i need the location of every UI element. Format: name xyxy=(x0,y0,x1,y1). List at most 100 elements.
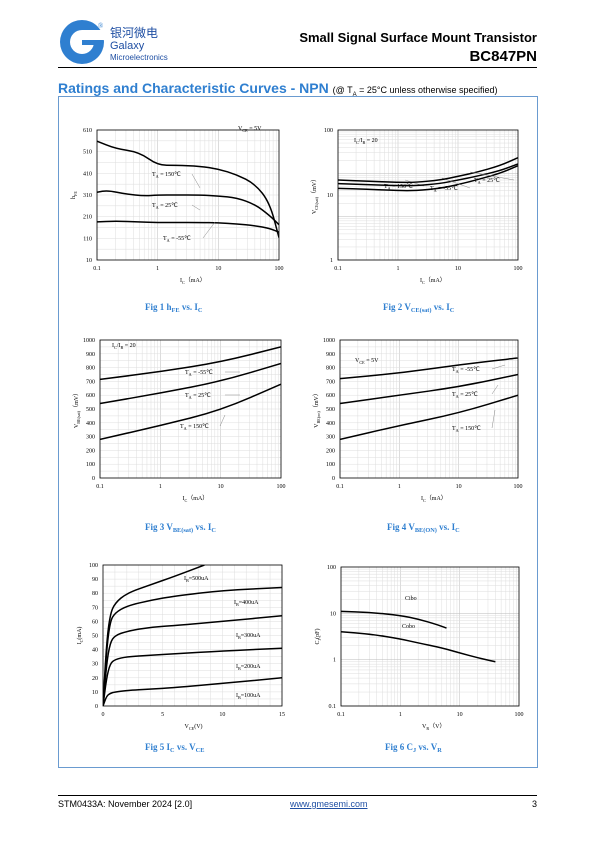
fig5-y-tick-label: 70 xyxy=(92,605,98,611)
fig4-y-axis-label: VBE(on)（mV） xyxy=(313,390,321,428)
fig2-y-tick-label: 1 xyxy=(330,258,333,264)
fig3-leader-line xyxy=(219,414,226,427)
footer-page-number: 3 xyxy=(531,799,537,809)
fig1-y-axis-label: hFE xyxy=(71,191,78,199)
fig4-leader-line xyxy=(491,364,506,370)
fig6-grid xyxy=(340,567,519,707)
fig4-series-label: TA = 150℃ xyxy=(452,426,481,433)
fig1-series-line xyxy=(97,190,279,226)
fig3-y-tick-label: 0 xyxy=(92,476,95,482)
fig4-caption: Fig 4 VBE(ON) vs. IC xyxy=(387,522,460,534)
fig1-y-tick-label: 410 xyxy=(83,171,92,177)
fig6-x-tick-label: 10 xyxy=(457,712,463,718)
fig5-x-tick-label: 15 xyxy=(279,712,285,718)
fig5-y-tick-label: 10 xyxy=(92,690,98,696)
fig2-series-line xyxy=(338,156,518,184)
fig6-y-tick-label: 100 xyxy=(327,565,336,571)
fig5-plot-border xyxy=(102,564,283,707)
fig1-plot-border xyxy=(96,129,280,261)
fig2-series-label: TA = 25℃ xyxy=(474,178,500,185)
fig6-x-tick-label: 100 xyxy=(515,712,524,718)
fig4-leader-line xyxy=(491,409,496,429)
fig6-x-tick-label: 1 xyxy=(399,712,402,718)
fig1-x-tick-label: 100 xyxy=(275,266,284,272)
fig3-series-label: TA = 150℃ xyxy=(180,424,209,431)
fig1-x-tick-label: 10 xyxy=(215,266,221,272)
fig3-y-tick-label: 700 xyxy=(86,379,95,385)
fig6-y-axis-label: CJ(pF) xyxy=(314,629,322,645)
fig5-y-tick-label: 80 xyxy=(92,591,98,597)
fig4-y-tick-label: 500 xyxy=(326,407,335,413)
fig3-series-label: TA = 25℃ xyxy=(185,393,211,400)
fig1-series-line xyxy=(97,140,279,238)
fig5-y-tick-label: 50 xyxy=(92,634,98,640)
fig5-x-tick-label: 0 xyxy=(102,712,105,718)
fig3-y-tick-label: 800 xyxy=(86,366,95,372)
fig2-grid xyxy=(337,130,518,261)
logo-company-subtitle: Microelectronics xyxy=(110,53,168,62)
fig1-y-tick-label: 110 xyxy=(83,236,92,242)
footer-doc-id: STM0433A: November 2024 [2.0] xyxy=(58,799,193,809)
fig1-y-tick-label: 510 xyxy=(83,150,92,156)
fig3-y-tick-label: 1000 xyxy=(83,338,95,344)
fig1-leader-line xyxy=(191,204,201,211)
fig4-y-tick-label: 100 xyxy=(326,462,335,468)
fig1-leader-line xyxy=(202,221,216,239)
fig4-y-tick-label: 300 xyxy=(326,435,335,441)
fig6-series-line xyxy=(341,610,447,629)
fig6-chart: 0.1 1 10 100 0.1 1 10 100 VR（V） CJ(pF) Cibo Cobo Fig… xyxy=(314,565,524,754)
charts-frame xyxy=(58,96,538,768)
fig5-y-tick-label: 30 xyxy=(92,662,98,668)
fig5-y-tick-label: 100 xyxy=(89,563,98,569)
fig4-y-tick-label: 800 xyxy=(326,366,335,372)
fig5-x-tick-label: 10 xyxy=(219,712,225,718)
fig1-series-label: TA = 150℃ xyxy=(152,172,181,179)
fig2-series-label: TA = 150℃ xyxy=(384,184,413,191)
fig2-x-axis-label: IC（mA） xyxy=(420,277,446,285)
fig3-y-tick-label: 400 xyxy=(86,421,95,427)
fig3-series-label: TA = -55℃ xyxy=(185,370,213,377)
fig1-y-tick-label: 310 xyxy=(83,193,92,199)
fig2-y-tick-label: 10 xyxy=(327,193,333,199)
fig6-y-tick-label: 10 xyxy=(330,611,336,617)
fig4-series-line xyxy=(340,394,518,441)
fig5-y-tick-label: 40 xyxy=(92,648,98,654)
fig1-x-tick-label: 1 xyxy=(156,266,159,272)
fig3-annotation: IC/IB = 20 xyxy=(112,343,136,350)
fig2-series-label: TA = -55℃ xyxy=(430,186,458,193)
fig4-y-tick-label: 400 xyxy=(326,421,335,427)
fig4-x-axis-label: IC（mA） xyxy=(421,495,447,503)
fig2-series-line xyxy=(338,163,518,187)
fig1-series-line xyxy=(97,220,279,233)
fig5-y-tick-label: 20 xyxy=(92,676,98,682)
fig4-y-tick-label: 600 xyxy=(326,393,335,399)
logo-chinese-name: 银河微电 xyxy=(110,26,159,40)
fig1-x-axis-label: IC（mA） xyxy=(180,277,206,285)
fig5-y-tick-label: 90 xyxy=(92,577,98,583)
section-title: Ratings and Characteristic Curves - NPN … xyxy=(58,80,498,98)
fig3-plot-border xyxy=(99,339,282,479)
fig6-series-label: Cobo xyxy=(402,624,415,630)
fig4-series-label: TA = -55℃ xyxy=(452,367,480,374)
fig4-y-tick-label: 1000 xyxy=(323,338,335,344)
fig2-caption: Fig 2 VCE(sat) vs. IC xyxy=(383,302,455,314)
fig2-x-tick-label: 0.1 xyxy=(334,266,342,272)
fig5-y-tick-label: 60 xyxy=(92,619,98,625)
fig3-y-tick-label: 100 xyxy=(86,462,95,468)
fig1-annotation: VCE = 5V xyxy=(238,126,262,133)
footer-website-link[interactable]: www.gmesemi.com xyxy=(290,799,368,809)
fig4-series-label: TA = 25℃ xyxy=(452,392,478,399)
fig2-leader-line xyxy=(469,171,515,181)
fig6-x-axis-label: VR（V） xyxy=(422,723,445,731)
footer-divider xyxy=(58,795,537,796)
fig5-series-label: IB=400uA xyxy=(234,600,259,607)
fig3-x-axis-label: IC（mA） xyxy=(183,495,209,503)
section-title-text: Ratings and Characteristic Curves - NPN xyxy=(58,80,329,96)
fig3-x-tick-label: 0.1 xyxy=(96,484,104,490)
fig1-series-label: TA = 25℃ xyxy=(152,203,178,210)
fig6-x-tick-label: 0.1 xyxy=(337,712,345,718)
fig6-series-line xyxy=(341,631,496,663)
fig4-series-line xyxy=(340,357,518,380)
fig3-caption: Fig 3 VBE(sat) vs. IC xyxy=(145,522,216,534)
